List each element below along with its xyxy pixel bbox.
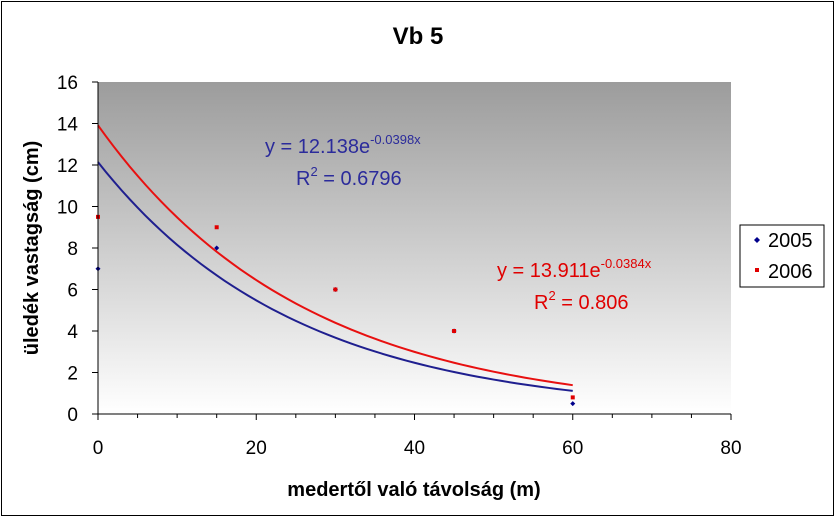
x-tick-label: 60 [562, 438, 583, 459]
trendlines [97, 124, 573, 392]
r2-2006-sup: 2 [548, 288, 555, 303]
data-point-2005 [570, 401, 576, 407]
y-tick-label: 12 [57, 156, 78, 177]
svg-text:R2 = 0.806: R2 = 0.806 [534, 288, 629, 314]
trendline-2006 [97, 124, 573, 387]
equation-2006-base: y = 13.911e [497, 260, 601, 282]
x-axis-label: medertől való távolság (m) [287, 479, 540, 501]
legend: 2005 2006 [739, 224, 825, 288]
data-point-2005 [214, 245, 220, 251]
data-point-2006 [452, 329, 457, 333]
x-tick-label: 40 [404, 438, 425, 459]
y-axis-ticks: 0 2 4 6 8 10 12 14 16 [57, 73, 98, 426]
y-tick-label: 14 [57, 115, 79, 136]
x-tick-label: 80 [720, 438, 741, 459]
y-tick-label: 0 [67, 405, 78, 426]
svg-text:R2 = 0.6796: R2 = 0.6796 [296, 164, 402, 190]
legend-label-2006: 2006 [768, 261, 813, 283]
legend-marker-2005 [754, 237, 760, 243]
y-tick-label: 10 [57, 198, 78, 219]
y-tick-label: 2 [67, 364, 78, 385]
legend-box [739, 224, 825, 288]
equation-2006: y = 13.911e-0.0384x R2 = 0.806 [497, 256, 652, 314]
equation-2005-base: y = 12.138e [265, 136, 370, 158]
x-tick-label: 0 [93, 438, 104, 459]
trendline-2005 [97, 161, 573, 392]
chart-title: Vb 5 [393, 23, 444, 50]
data-point-2006 [333, 287, 338, 292]
equation-2005-exponent: -0.0398x [370, 132, 421, 147]
data-point-2006 [214, 225, 219, 230]
equation-2006-exponent: -0.0384x [601, 256, 652, 271]
data-point-2006 [570, 395, 575, 400]
svg-text:y = 12.138e-0.0398x: y = 12.138e-0.0398x [265, 132, 421, 158]
r2-2006-value: = 0.806 [556, 292, 629, 314]
plot-area [98, 82, 731, 414]
svg-text:y = 13.911e-0.0384x: y = 13.911e-0.0384x [497, 256, 652, 282]
x-tick-label: 20 [246, 438, 267, 459]
r2-2005-sup: 2 [310, 164, 317, 179]
y-tick-label: 4 [67, 322, 78, 343]
r2-2006-base: R [534, 292, 548, 314]
equation-2005: y = 12.138e-0.0398x R2 = 0.6796 [265, 132, 421, 190]
r2-2005-base: R [296, 168, 310, 190]
legend-marker-2006 [755, 268, 759, 272]
y-tick-label: 16 [57, 73, 78, 94]
r2-2005-value: = 0.6796 [318, 168, 402, 190]
y-axis-label: üledék vastagság (cm) [21, 141, 43, 356]
x-axis-ticks: 0 20 40 60 80 [93, 414, 742, 459]
legend-label-2005: 2005 [768, 230, 813, 252]
y-tick-label: 6 [67, 281, 78, 302]
y-tick-label: 8 [67, 239, 78, 260]
